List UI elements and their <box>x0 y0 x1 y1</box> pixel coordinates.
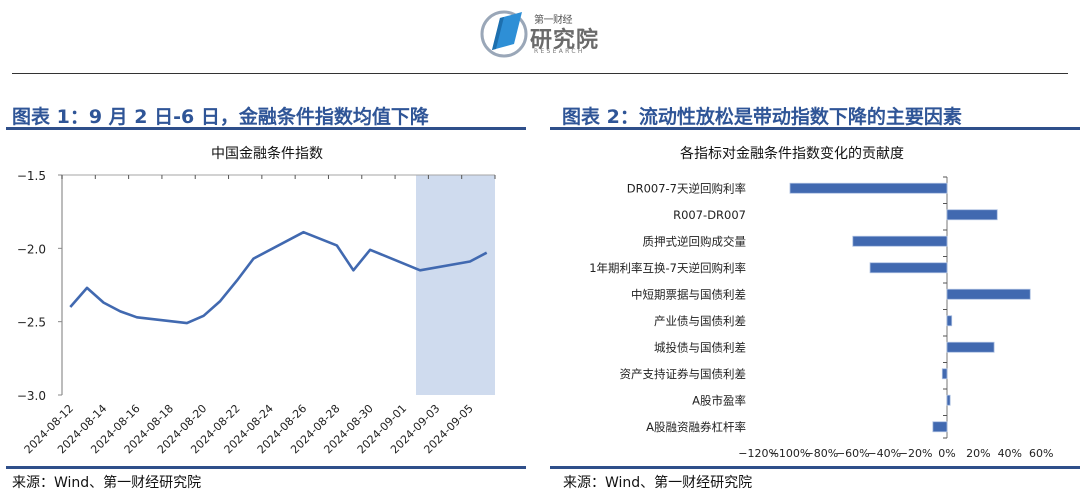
x-tick-label: −120% <box>738 447 779 460</box>
x-tick-label: −40% <box>867 447 901 460</box>
logo-emblem-icon <box>480 10 528 58</box>
x-tick-label: 20% <box>966 447 990 460</box>
figure-2-title: 图表 2：流动性放松是带动指数下降的主要因素 <box>562 106 962 128</box>
bar <box>946 315 953 327</box>
logo-text-brand: 第一财经 <box>534 15 573 26</box>
x-tick-label: 0% <box>938 447 955 460</box>
logo-text-research: RESEARCH <box>534 48 585 55</box>
line-series <box>69 230 488 325</box>
category-label: A股市盈率 <box>692 393 746 407</box>
figure-1-source: 来源：Wind、第一财经研究院 <box>12 475 202 491</box>
y-tick-label: −2.0 <box>17 242 46 256</box>
category-label: 1年期利率互换-7天逆回购利率 <box>589 261 746 275</box>
bar-chart: DR007-7天逆回购利率 R007-DR007 质押式逆回购成交量 1年期利率互换-… <box>589 176 1053 460</box>
bar <box>932 421 948 433</box>
figure-2-bottom-rule <box>550 466 1080 469</box>
chart-2-title: 各指标对金融条件指数变化的贡献度 <box>680 146 904 162</box>
chart-1-title: 中国金融条件指数 <box>211 146 323 162</box>
bar <box>941 368 948 380</box>
figure-1-title: 图表 1：9 月 2 日-6 日，金融条件指数均值下降 <box>12 106 429 128</box>
category-label: 城投债与国债利差 <box>654 340 746 354</box>
logo: 第一财经 研究院 RESEARCH <box>478 4 618 62</box>
logo-text-institute: 研究院 <box>530 28 600 53</box>
category-label: A股融资融券杠杆率 <box>646 420 746 434</box>
bar <box>869 262 948 274</box>
x-tick-label: −60% <box>836 447 870 460</box>
category-label: R007-DR007 <box>673 208 746 222</box>
category-label: 中短期票据与国债利差 <box>631 287 746 301</box>
bar <box>946 394 951 406</box>
category-label: 质押式逆回购成交量 <box>643 234 747 248</box>
x-tick-label: 60% <box>1029 447 1053 460</box>
figure-1-title-rule <box>6 127 526 130</box>
bar <box>852 235 948 247</box>
x-tick-label: −20% <box>899 447 933 460</box>
category-label: 产业债与国债利差 <box>654 314 746 328</box>
y-tick-label: −1.5 <box>17 169 46 183</box>
figure-2-source: 来源：Wind、第一财经研究院 <box>563 475 753 491</box>
x-tick-label: −100% <box>770 447 811 460</box>
line-chart: −1.5−2.0−2.5−3.02024-08-122024-08-142024… <box>17 169 496 456</box>
category-label: 资产支持证券与国债利差 <box>620 367 747 381</box>
bar <box>946 341 995 353</box>
figure-1-bottom-rule <box>6 466 526 469</box>
category-label: DR007-7天逆回购利率 <box>627 181 746 195</box>
y-tick-label: −2.5 <box>17 316 46 330</box>
header-divider <box>12 73 1068 74</box>
highlight-band <box>416 175 495 395</box>
bar <box>789 182 948 194</box>
figure-2-title-rule <box>550 127 1080 130</box>
bar <box>946 288 1031 300</box>
bar <box>946 209 998 221</box>
y-tick-label: −3.0 <box>17 389 46 403</box>
x-tick-label: 40% <box>998 447 1022 460</box>
x-tick-label: −80% <box>805 447 839 460</box>
